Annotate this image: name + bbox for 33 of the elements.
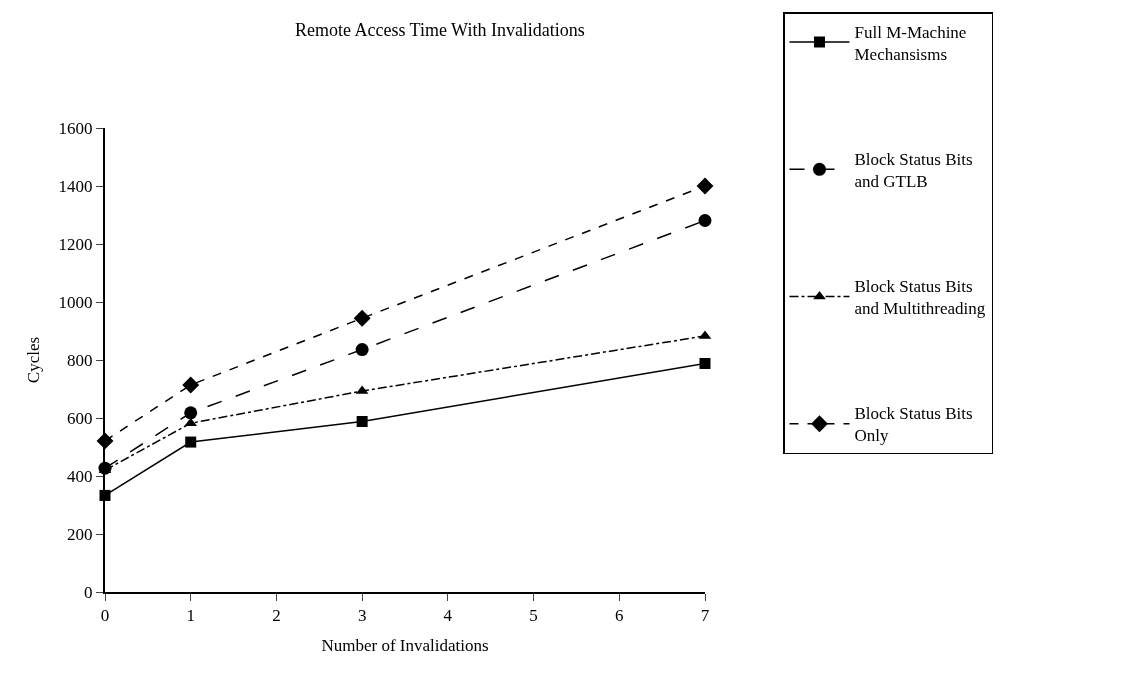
y-tick-label: 0	[84, 582, 93, 602]
point	[696, 177, 714, 195]
x-tick-label: 1	[186, 606, 195, 626]
y-tick-label: 600	[67, 408, 93, 428]
y-tick-label: 1200	[58, 234, 93, 254]
y-tick-label: 1600	[58, 118, 93, 138]
legend-label: Full M-Machine Mechansisms	[854, 22, 967, 64]
point	[185, 436, 197, 448]
x-tick-label: 3	[357, 606, 367, 626]
legend-label: Block Status Bits Only	[854, 404, 973, 446]
point	[182, 376, 200, 394]
x-tick-label: 6	[615, 606, 624, 626]
chart-title: Remote Access Time With Invalidations	[294, 20, 585, 41]
point	[184, 406, 198, 420]
x-tick-label: 5	[529, 606, 538, 626]
x-tick-label: 4	[443, 606, 453, 626]
legend-label: Block Status Bits and Multithreading	[854, 277, 986, 319]
point	[698, 214, 712, 227]
y-tick-label: 200	[67, 524, 93, 544]
y-axis-title: Cycles	[23, 336, 43, 384]
y-tick-label: 400	[67, 466, 93, 486]
point	[355, 343, 369, 357]
x-tick-label: 2	[272, 606, 281, 626]
x-tick-label: 0	[100, 606, 110, 626]
x-tick-label: 7	[700, 606, 710, 626]
x-axis-title: Number of Invalidations	[321, 636, 489, 656]
point	[699, 357, 711, 369]
point	[353, 309, 371, 327]
y-tick-label: 1000	[58, 292, 93, 312]
point	[356, 415, 368, 427]
y-tick-label: 1400	[58, 176, 93, 196]
legend-label: Block Status Bits and GTLB	[854, 149, 973, 191]
y-tick-label: 800	[67, 350, 93, 370]
